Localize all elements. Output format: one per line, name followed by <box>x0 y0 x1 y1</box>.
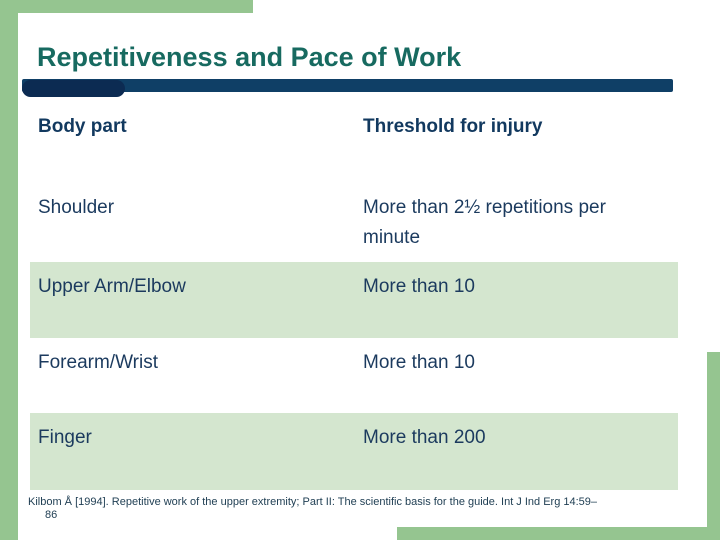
injury-threshold-table: Body part Threshold for injury Shoulder … <box>30 102 678 490</box>
frame-left-bar <box>0 0 18 540</box>
threshold-cell: More than 10 <box>363 352 475 373</box>
table-header-row: Body part Threshold for injury <box>30 102 678 183</box>
threshold-cell: More than 200 <box>363 427 486 448</box>
body-part-cell: Shoulder <box>38 197 115 218</box>
column-header-body-part: Body part <box>38 116 127 137</box>
body-part-cell: Finger <box>38 427 92 448</box>
citation-footnote: Kilbom Å [1994]. Repetitive work of the … <box>28 496 698 522</box>
frame-right-bar <box>707 352 720 540</box>
column-header-threshold: Threshold for injury <box>363 116 543 137</box>
slide-title: Repetitiveness and Pace of Work <box>37 42 462 72</box>
citation-line-2: 86 <box>45 509 58 521</box>
table-row: Upper Arm/Elbow More than 10 <box>30 262 678 338</box>
table-row: Shoulder More than 2½ repetitions per mi… <box>30 183 678 262</box>
body-part-cell: Upper Arm/Elbow <box>38 276 186 297</box>
table-row: Forearm/Wrist More than 10 <box>30 338 678 413</box>
threshold-cell: More than 10 <box>363 276 475 297</box>
threshold-cell: More than 2½ repetitions per minute <box>363 197 606 248</box>
title-divider-capsule <box>22 80 125 97</box>
title-divider-bar <box>22 79 673 92</box>
frame-top-bar <box>0 0 253 13</box>
citation-line-1: Kilbom Å [1994]. Repetitive work of the … <box>28 496 598 508</box>
table-row: Finger More than 200 <box>30 413 678 490</box>
frame-bottom-bar <box>397 527 720 540</box>
body-part-cell: Forearm/Wrist <box>38 352 158 373</box>
